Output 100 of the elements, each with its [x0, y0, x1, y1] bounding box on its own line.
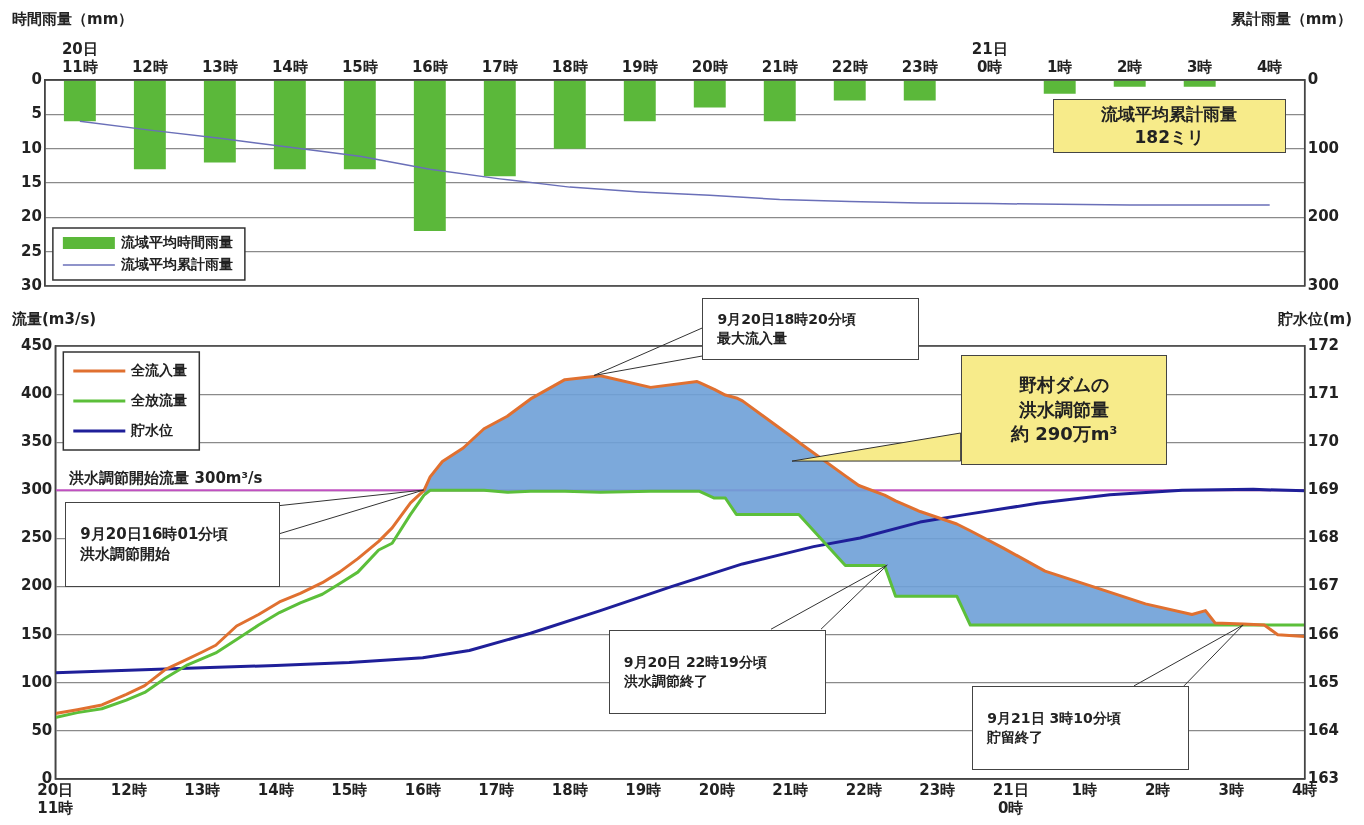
x-tick-label: 19時: [625, 780, 662, 799]
x-tick-label: 14時: [257, 780, 294, 799]
bar: [343, 80, 376, 170]
y2-tick-label: 164: [1307, 720, 1339, 739]
x-tick-label: 18時: [551, 57, 588, 76]
bar: [483, 80, 516, 177]
bar: [133, 80, 166, 170]
x-tick-label: 21時: [772, 780, 809, 799]
y-tick-label: 150: [21, 624, 53, 643]
x-tick-label: 4時: [1256, 57, 1283, 76]
bar: [413, 80, 446, 232]
ref-line-label: 洪水調節開始流量 300m³/s: [68, 468, 263, 487]
x-tick-label: 2時: [1117, 57, 1143, 76]
bar: [833, 80, 866, 101]
x-tick-label: 15時: [341, 57, 378, 76]
bar: [1043, 80, 1076, 94]
callout-box: 野村ダムの洪水調節量約 290万m³: [961, 354, 1168, 465]
y2-tick-label: 0: [1307, 69, 1319, 88]
y2-tick-label: 171: [1307, 384, 1339, 402]
x-tick-label: 3時: [1218, 780, 1244, 799]
annotation: 流域平均累計雨量182ミリ: [1100, 102, 1239, 149]
y-tick-label: 450: [21, 335, 53, 354]
x-tick-label: 21時: [761, 57, 798, 76]
bar: [903, 80, 936, 101]
y2-tick-label: 300: [1307, 275, 1339, 294]
bar: [693, 80, 726, 108]
legend-label: 流域平均累計雨量: [119, 255, 233, 272]
y2-tick-label: 165: [1307, 672, 1339, 691]
x-tick-label: 17時: [481, 57, 518, 76]
x-tick-label: 1時: [1047, 57, 1073, 76]
x-tick-label: 14時: [271, 57, 308, 76]
x-tick-label: 23時: [901, 57, 938, 76]
x-tick-label: 16時: [404, 780, 441, 799]
x-tick-label: 3時: [1186, 57, 1213, 76]
bar: [623, 80, 656, 122]
x-tick-label: 17時: [478, 780, 515, 799]
bar: [1113, 80, 1146, 87]
y-axis-title: 時間雨量（mm）: [12, 9, 134, 28]
y-tick-label: 250: [21, 528, 53, 547]
y2-tick-label: 167: [1307, 576, 1339, 595]
y-tick-label: 30: [21, 275, 42, 294]
y2-tick-label: 168: [1307, 528, 1339, 547]
x-tick-label: 12時: [131, 57, 168, 76]
x-tick-label: 18時: [551, 780, 588, 799]
y-axis-title: 流量(m3/s): [11, 309, 97, 328]
x-tick-label: 20時: [691, 57, 728, 76]
y-tick-label: 50: [31, 720, 53, 739]
y2-tick-label: 100: [1307, 138, 1339, 157]
x-tick-label: 16時: [411, 57, 448, 76]
y2-tick-label: 200: [1307, 207, 1339, 226]
x-tick-label: 20時: [698, 780, 735, 799]
x-tick-label: 13時: [184, 780, 221, 799]
y-tick-label: 0: [31, 69, 42, 88]
y2-tick-label: 166: [1307, 624, 1339, 643]
y2-axis-title: 累計雨量（mm）: [1229, 9, 1352, 28]
x-tick-label: 1時: [1071, 780, 1097, 799]
bar: [63, 80, 96, 122]
callout-box: 流域平均累計雨量182ミリ: [1052, 98, 1286, 153]
bar: [273, 80, 306, 170]
annotation: 9月20日18時20分頃最大流入量: [717, 310, 857, 349]
legend-label: 全放流量: [130, 391, 188, 408]
callout-box: 9月20日18時20分頃最大流入量: [702, 298, 920, 361]
legend-label: 流域平均時間雨量: [119, 233, 233, 250]
bar: [203, 80, 236, 163]
y-tick-label: 5: [31, 104, 42, 123]
y-tick-label: 350: [21, 432, 53, 451]
x-tick-label: 13時: [201, 57, 238, 76]
annotation: 野村ダムの洪水調節量約 290万m³: [1010, 373, 1118, 446]
callout-box: 9月21日 3時10分頃貯留終了: [972, 685, 1190, 770]
y-tick-label: 300: [21, 480, 53, 499]
y2-tick-label: 169: [1307, 480, 1339, 499]
bar: [1183, 80, 1216, 87]
legend-label: 貯水位: [130, 421, 174, 438]
y2-tick-label: 170: [1307, 432, 1339, 451]
x-tick-label: 22時: [831, 57, 868, 76]
callout-box: 9月20日 22時19分頃洪水調節終了: [608, 629, 826, 714]
y-tick-label: 15: [21, 172, 42, 191]
x-tick-label: 15時: [331, 780, 368, 799]
x-tick-label: 21日 0時: [971, 39, 1008, 76]
y-tick-label: 25: [21, 241, 42, 260]
x-tick-label: 20日 11時: [61, 39, 98, 76]
y2-axis-title: 貯水位(m): [1276, 309, 1352, 328]
x-tick-label: 19時: [621, 57, 658, 76]
x-tick-label: 21日 0時: [992, 780, 1029, 817]
bar: [553, 80, 586, 149]
y-tick-label: 400: [21, 384, 53, 402]
y-tick-label: 100: [21, 672, 53, 691]
annotation: 9月21日 3時10分頃貯留終了: [987, 709, 1122, 747]
x-tick-label: 22時: [845, 780, 882, 799]
y-tick-label: 200: [21, 576, 53, 595]
y2-tick-label: 172: [1307, 335, 1339, 354]
legend-label: 全流入量: [130, 361, 188, 378]
bar: [763, 80, 796, 122]
annotation: 9月20日16時01分頃洪水調節開始: [80, 524, 230, 565]
callout-box: 9月20日16時01分頃洪水調節開始: [65, 501, 281, 587]
x-tick-label: 2時: [1144, 780, 1171, 799]
y-tick-label: 10: [21, 138, 42, 157]
x-tick-label: 23時: [919, 780, 956, 799]
y-tick-label: 20: [21, 207, 42, 226]
x-tick-label: 12時: [110, 780, 147, 799]
